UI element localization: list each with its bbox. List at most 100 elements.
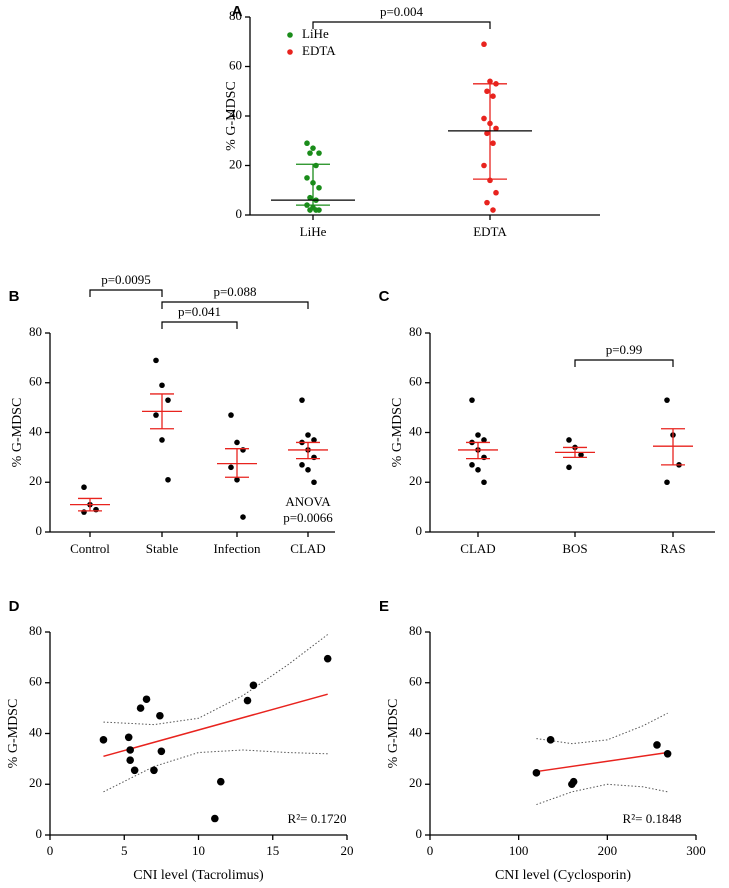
data-point: [546, 736, 555, 744]
data-point: [481, 454, 487, 461]
data-point: [311, 479, 317, 486]
y-tick-label: 20: [29, 775, 42, 790]
data-point: [578, 452, 584, 458]
regression-line: [103, 693, 328, 758]
y-tick-label: 60: [229, 57, 242, 72]
significance-bracket: [312, 21, 491, 29]
x-tick-label: Control: [70, 541, 110, 556]
data-point: [313, 162, 319, 169]
data-point: [490, 93, 496, 99]
y-axis-label: % G-MDSC: [6, 699, 21, 769]
data-point: [126, 746, 134, 754]
x-tick-label: 15: [266, 843, 279, 858]
y-tick-label: 0: [36, 523, 43, 538]
x-tick-label: 5: [121, 843, 128, 858]
data-point: [150, 766, 158, 775]
data-point: [475, 467, 481, 473]
data-point: [316, 150, 322, 156]
x-tick-label: RAS: [660, 541, 685, 556]
data-point: [493, 189, 499, 196]
data-point: [481, 41, 487, 48]
data-point: [240, 514, 246, 520]
y-tick-label: 40: [29, 724, 42, 739]
data-point: [481, 115, 487, 122]
x-tick-label: 200: [598, 843, 618, 858]
y-tick-label: 40: [29, 423, 42, 438]
x-tick-label: 100: [509, 843, 529, 858]
legend-label: EDTA: [302, 43, 336, 58]
p-value: p=0.99: [606, 342, 643, 357]
data-point: [664, 479, 670, 486]
y-tick-label: 60: [29, 674, 42, 689]
confidence-band: [536, 783, 668, 806]
data-point: [211, 814, 219, 823]
p-value: p=0.041: [178, 304, 221, 319]
significance-bracket: [89, 289, 163, 297]
data-point: [165, 476, 171, 483]
data-point: [493, 125, 499, 132]
significance-bracket: [574, 359, 674, 367]
data-point: [304, 140, 310, 147]
anova-label: ANOVA: [285, 494, 331, 509]
data-point: [481, 479, 487, 486]
panel-letter: D: [9, 598, 20, 615]
y-tick-label: 0: [36, 826, 43, 841]
x-tick-label: CLAD: [290, 541, 325, 556]
data-point: [311, 437, 317, 443]
data-point: [136, 704, 145, 712]
data-point: [234, 439, 240, 446]
data-point: [566, 437, 572, 443]
significance-bracket: [161, 301, 309, 309]
data-point: [228, 464, 234, 471]
data-point: [124, 733, 133, 742]
y-tick-label: 0: [416, 523, 423, 538]
data-point: [484, 199, 490, 206]
data-point: [142, 695, 151, 704]
data-point: [299, 462, 305, 468]
x-tick-label: LiHe: [300, 224, 327, 239]
data-point: [307, 150, 313, 156]
significance-bracket: [161, 321, 238, 329]
data-point: [99, 736, 108, 744]
data-point: [313, 207, 319, 213]
y-tick-label: 20: [229, 156, 242, 171]
legend-marker: [287, 49, 293, 55]
y-tick-label: 80: [409, 324, 422, 339]
y-tick-label: 20: [409, 473, 422, 488]
data-point: [165, 397, 171, 403]
data-point: [156, 711, 164, 720]
data-point: [307, 207, 313, 213]
anova-label: p=0.0066: [283, 510, 333, 525]
y-tick-label: 80: [229, 8, 242, 23]
y-tick-label: 80: [29, 324, 42, 339]
data-point: [664, 397, 670, 403]
y-tick-label: 20: [409, 775, 422, 790]
data-point: [81, 509, 87, 515]
x-tick-label: 10: [192, 843, 205, 858]
data-point: [469, 397, 475, 403]
legend-marker: [287, 32, 293, 38]
data-point: [216, 777, 225, 786]
data-point: [153, 412, 159, 418]
x-axis-label: CNI level (Tacrolimus): [133, 868, 264, 883]
x-tick-label: BOS: [562, 541, 587, 556]
data-point: [566, 464, 572, 471]
x-tick-label: 20: [341, 843, 354, 858]
regression-line: [536, 751, 668, 773]
y-tick-label: 0: [416, 826, 423, 841]
y-axis-label: % G-MDSC: [224, 81, 239, 151]
y-axis-label: % G-MDSC: [386, 699, 401, 769]
data-point: [475, 432, 481, 438]
legend-label: LiHe: [302, 26, 329, 41]
panel-letter: A: [232, 3, 243, 20]
r-squared: R²= 0.1720: [288, 811, 347, 826]
data-point: [304, 175, 310, 181]
data-point: [159, 382, 165, 389]
x-tick-label: EDTA: [473, 224, 507, 239]
data-point: [316, 184, 322, 191]
data-point: [93, 506, 99, 513]
data-point: [490, 207, 496, 213]
x-tick-label: Infection: [214, 541, 261, 556]
y-tick-label: 80: [409, 623, 422, 638]
